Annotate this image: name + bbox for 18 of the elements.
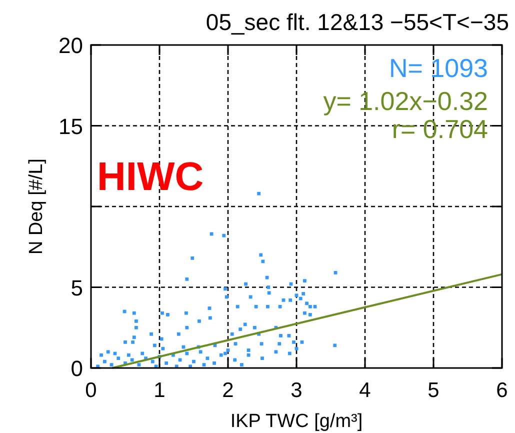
y-tick-label: 15 — [58, 114, 83, 139]
y-tick-label: 5 — [70, 275, 83, 300]
x-tick-label: 5 — [428, 379, 440, 402]
x-tick-label: 6 — [496, 379, 508, 402]
x-tick-label: 1 — [154, 379, 166, 402]
x-axis-title: IKP TWC [g/m³] — [230, 411, 363, 432]
y-tick-label: 0 — [70, 356, 83, 381]
y-tick-label: 20 — [58, 33, 83, 58]
annotation: HIWC — [97, 155, 204, 199]
annotation: N= 1093 — [388, 53, 488, 83]
y-axis-title: N Deq [#/L] — [26, 158, 47, 255]
x-tick-label: 0 — [85, 379, 97, 402]
chart-title: 05_sec flt. 12&13 −55<T<−35 — [206, 9, 509, 35]
x-tick-label: 3 — [290, 379, 302, 402]
x-tick-label: 2 — [222, 379, 234, 402]
x-tick-label: 4 — [359, 379, 372, 402]
annotation: y= 1.02x−0.32 — [323, 86, 488, 116]
annotation: r= 0.704 — [392, 114, 488, 144]
